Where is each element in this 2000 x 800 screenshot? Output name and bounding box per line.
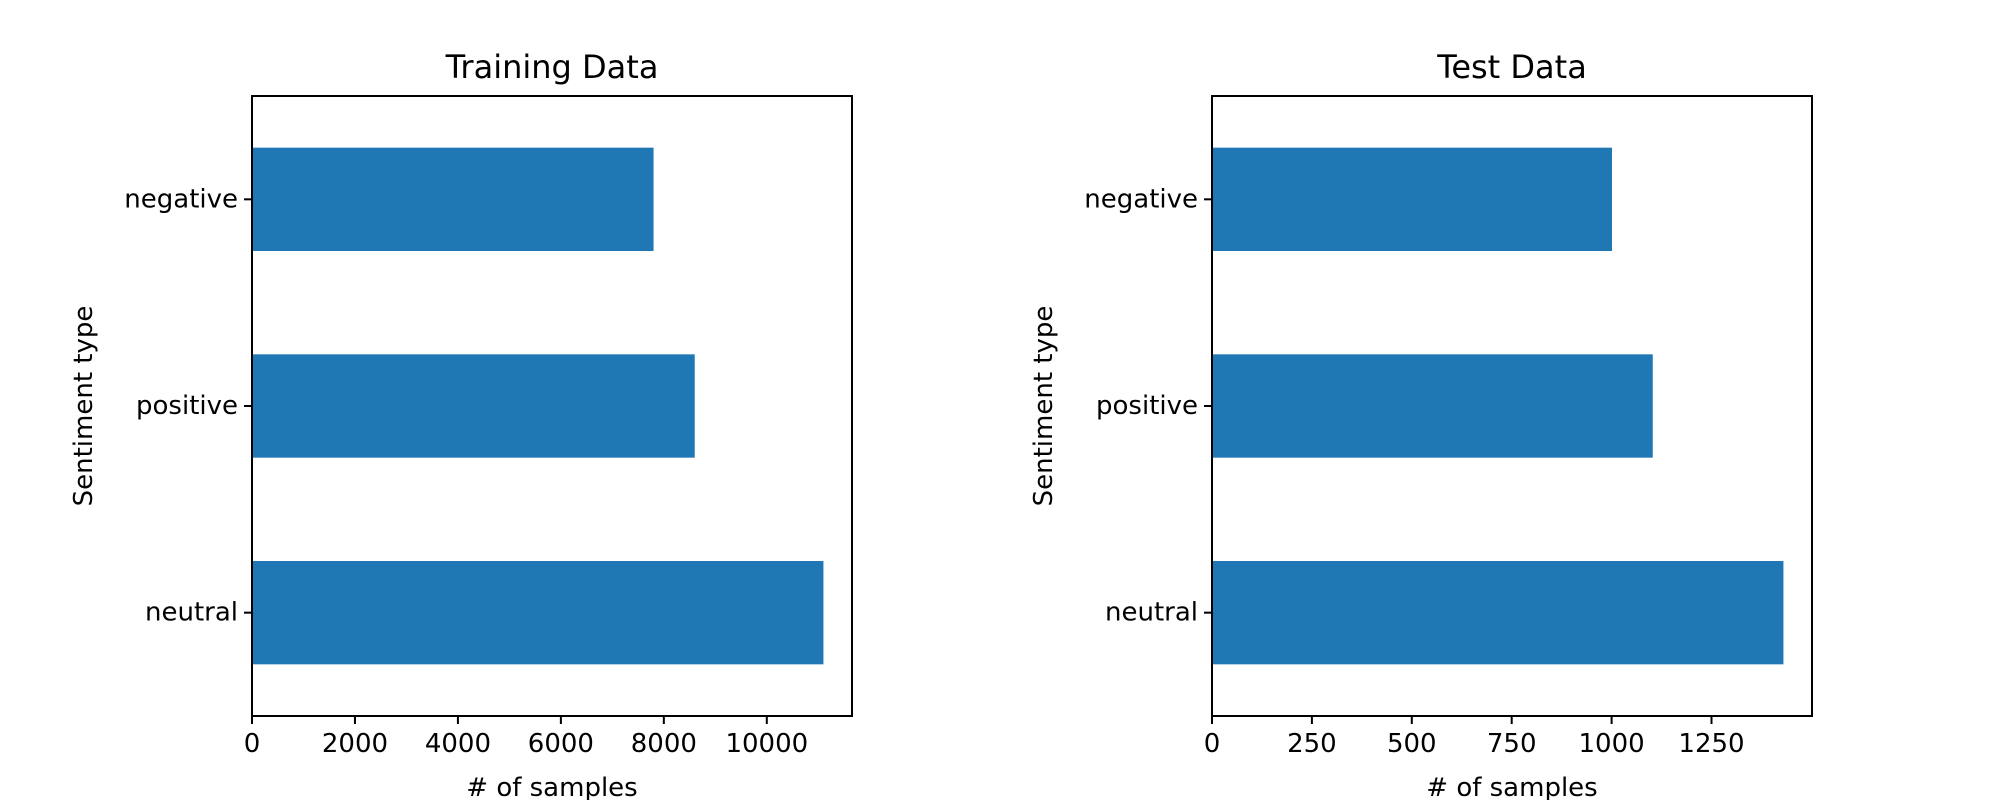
test-bar-negative xyxy=(1212,147,1612,251)
training-x-tick-label: 4000 xyxy=(425,729,491,759)
test-y-axis-label: Sentiment type xyxy=(1029,306,1059,507)
training-x-tick-label: 6000 xyxy=(528,729,594,759)
test-x-tick-label: 1000 xyxy=(1579,729,1645,759)
training-x-tick-label: 8000 xyxy=(631,729,697,759)
training-bar-positive xyxy=(252,354,695,458)
training-y-tick-label: positive xyxy=(136,391,238,421)
test-x-axis-label: # of samples xyxy=(1426,773,1597,800)
test-x-tick-label: 0 xyxy=(1204,729,1221,759)
training-plot-frame xyxy=(251,95,853,717)
test-y-ticks: negative positive neutral xyxy=(1084,184,1212,628)
training-chart-title: Training Data xyxy=(445,48,659,86)
training-bars xyxy=(252,147,824,665)
training-y-tick-label: neutral xyxy=(145,598,238,628)
test-bar-neutral xyxy=(1212,561,1784,665)
training-y-axis-label: Sentiment type xyxy=(69,306,99,507)
training-y-tick-label: negative xyxy=(124,184,238,214)
test-x-tick-label: 750 xyxy=(1487,729,1537,759)
test-chart-title: Test Data xyxy=(1436,48,1587,86)
test-x-tick-label: 500 xyxy=(1387,729,1437,759)
test-y-tick-label: positive xyxy=(1096,391,1198,421)
training-x-tick-label: 2000 xyxy=(322,729,388,759)
training-y-ticks: negative positive neutral xyxy=(124,184,252,628)
test-y-tick-label: neutral xyxy=(1105,598,1198,628)
training-x-tick-label: 10000 xyxy=(725,729,808,759)
training-x-tick-label: 0 xyxy=(244,729,261,759)
test-x-tick-label: 1250 xyxy=(1678,729,1744,759)
test-plot-frame xyxy=(1211,95,1813,717)
training-x-ticks: 0 2000 4000 6000 8000 10000 xyxy=(244,716,808,759)
test-bars xyxy=(1212,147,1784,665)
test-data-chart: negative positive neutral 0 250 500 750 1000 12… xyxy=(1029,48,1813,800)
test-y-tick-label: negative xyxy=(1084,184,1198,214)
test-x-tick-label: 250 xyxy=(1287,729,1337,759)
test-x-ticks: 0 250 500 750 1000 1250 xyxy=(1204,716,1745,759)
training-bar-neutral xyxy=(252,561,824,665)
training-x-axis-label: # of samples xyxy=(466,773,637,800)
training-bar-negative xyxy=(252,147,654,251)
training-data-chart: negative positive neutral 0 2000 4000 6000 800… xyxy=(69,48,853,800)
test-bar-positive xyxy=(1212,354,1653,458)
